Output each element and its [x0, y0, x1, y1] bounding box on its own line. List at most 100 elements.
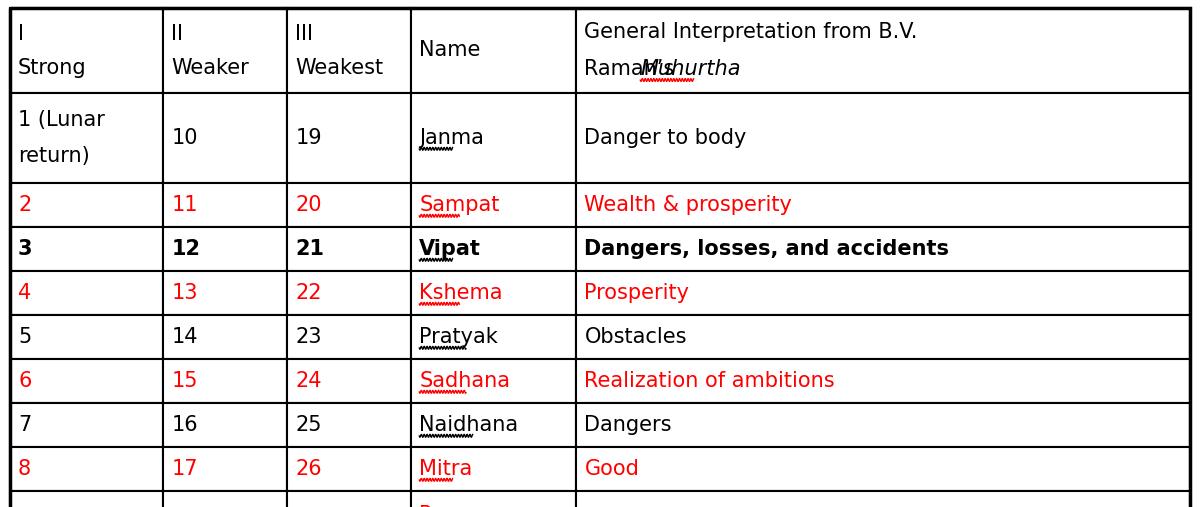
- Bar: [163, 271, 287, 315]
- Bar: [163, 227, 287, 271]
- Bar: [412, 227, 576, 271]
- Bar: [287, 93, 412, 183]
- Bar: [576, 403, 1190, 447]
- Text: Parma: Parma: [419, 505, 485, 507]
- Text: Name: Name: [419, 41, 480, 60]
- Text: 20: 20: [295, 195, 322, 215]
- Bar: [576, 447, 1190, 491]
- Text: 13: 13: [172, 283, 198, 303]
- Bar: [163, 359, 287, 403]
- Bar: [412, 315, 576, 359]
- Bar: [287, 227, 412, 271]
- Text: Realization of ambitions: Realization of ambitions: [584, 371, 835, 391]
- Bar: [576, 359, 1190, 403]
- Text: Raman’s: Raman’s: [584, 59, 682, 79]
- Text: 26: 26: [295, 459, 322, 479]
- Bar: [163, 183, 287, 227]
- Text: 21: 21: [295, 239, 324, 259]
- Bar: [576, 315, 1190, 359]
- Bar: [576, 271, 1190, 315]
- Text: I: I: [18, 23, 24, 44]
- Bar: [163, 491, 287, 507]
- Text: 11: 11: [172, 195, 198, 215]
- Text: 6: 6: [18, 371, 31, 391]
- Bar: [163, 315, 287, 359]
- Text: Dangers, losses, and accidents: Dangers, losses, and accidents: [584, 239, 949, 259]
- Bar: [163, 93, 287, 183]
- Text: 17: 17: [172, 459, 198, 479]
- Text: Sampat: Sampat: [419, 195, 499, 215]
- Bar: [10, 183, 163, 227]
- Text: 5: 5: [18, 327, 31, 347]
- Bar: [412, 447, 576, 491]
- Text: Janma: Janma: [419, 128, 484, 148]
- Text: Sadhana: Sadhana: [419, 371, 510, 391]
- Text: 25: 25: [295, 415, 322, 435]
- Bar: [10, 315, 163, 359]
- Bar: [412, 491, 576, 507]
- Text: Weaker: Weaker: [172, 57, 250, 78]
- Bar: [576, 491, 1190, 507]
- Bar: [412, 183, 576, 227]
- Bar: [10, 491, 163, 507]
- Text: 4: 4: [18, 283, 31, 303]
- Text: Pratyak: Pratyak: [419, 327, 498, 347]
- Text: Muhurtha: Muhurtha: [641, 59, 740, 79]
- Text: Kshema: Kshema: [419, 283, 503, 303]
- Text: 12: 12: [172, 239, 200, 259]
- Text: 2: 2: [18, 195, 31, 215]
- Text: Dangers: Dangers: [584, 415, 672, 435]
- Text: 24: 24: [295, 371, 322, 391]
- Text: II: II: [172, 23, 184, 44]
- Text: Prosperity: Prosperity: [584, 283, 689, 303]
- Text: 19: 19: [295, 128, 322, 148]
- Text: Obstacles: Obstacles: [584, 327, 686, 347]
- Text: Wealth & prosperity: Wealth & prosperity: [584, 195, 792, 215]
- Bar: [163, 8, 287, 93]
- Bar: [287, 359, 412, 403]
- Bar: [576, 93, 1190, 183]
- Bar: [10, 271, 163, 315]
- Bar: [412, 93, 576, 183]
- Bar: [287, 8, 412, 93]
- Bar: [412, 359, 576, 403]
- Bar: [576, 8, 1190, 93]
- Bar: [412, 271, 576, 315]
- Bar: [287, 491, 412, 507]
- Text: 3: 3: [18, 239, 32, 259]
- Text: III: III: [295, 23, 313, 44]
- Text: Weakest: Weakest: [295, 57, 384, 78]
- Text: 15: 15: [172, 371, 198, 391]
- Text: Vipat: Vipat: [419, 239, 481, 259]
- Bar: [10, 93, 163, 183]
- Bar: [163, 447, 287, 491]
- Bar: [10, 8, 163, 93]
- Bar: [10, 359, 163, 403]
- Text: 22: 22: [295, 283, 322, 303]
- Bar: [10, 447, 163, 491]
- Bar: [287, 271, 412, 315]
- Bar: [10, 403, 163, 447]
- Text: 7: 7: [18, 415, 31, 435]
- Bar: [576, 227, 1190, 271]
- Text: 10: 10: [172, 128, 198, 148]
- Bar: [163, 403, 287, 447]
- Text: 16: 16: [172, 415, 198, 435]
- Text: 14: 14: [172, 327, 198, 347]
- Bar: [287, 403, 412, 447]
- Text: return): return): [18, 146, 90, 166]
- Bar: [287, 315, 412, 359]
- Text: Strong: Strong: [18, 57, 86, 78]
- Text: Danger to body: Danger to body: [584, 128, 746, 148]
- Bar: [287, 447, 412, 491]
- Bar: [412, 403, 576, 447]
- Text: 1 (Lunar: 1 (Lunar: [18, 110, 104, 130]
- Bar: [412, 8, 576, 93]
- Bar: [576, 183, 1190, 227]
- Bar: [287, 183, 412, 227]
- Bar: [10, 227, 163, 271]
- Text: Mitra: Mitra: [419, 459, 473, 479]
- Text: Naidhana: Naidhana: [419, 415, 518, 435]
- Text: 23: 23: [295, 327, 322, 347]
- Text: Good: Good: [584, 459, 640, 479]
